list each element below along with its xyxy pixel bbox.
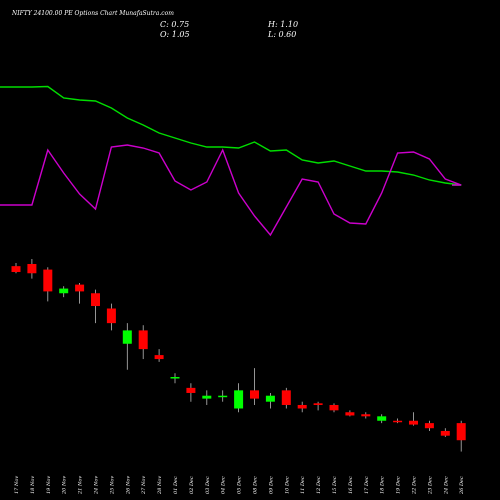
candle-down [345,412,355,416]
x-tick-label: 27 Nov [141,476,147,495]
candle-up [234,390,244,409]
candle-down [281,390,291,405]
candle-down [43,269,53,292]
candle-down [393,420,403,423]
candle-down [424,423,434,429]
x-tick-label: 01 Dec [173,476,179,494]
x-tick-label: 02 Dec [189,476,195,494]
x-tick-label: 28 Nov [157,476,163,495]
x-tick-label: 23 Dec [427,476,433,495]
x-tick-label: 20 Nov [62,476,68,495]
x-axis-ticks: 17 Nov 18 Nov 19 Nov 20 Nov 21 Nov 24 Nov 25 N… [14,476,465,495]
x-tick-label: 03 Dec [205,476,211,494]
candle-up [59,288,69,294]
x-tick-label: 19 Dec [396,476,402,494]
x-tick-label: 19 Nov [46,476,52,494]
candle-up [122,330,132,344]
purple-line-series [0,144,462,237]
green-line-series [0,85,462,186]
candle-down [138,330,148,350]
candle-down [154,355,164,360]
candle-down [456,423,466,441]
x-tick-label: 16 Dec [348,476,354,494]
x-tick-label: 25 Nov [109,476,115,495]
x-tick-label: 18 Dec [380,476,386,494]
x-tick-label: 11 Dec [300,476,306,494]
indicator-lines [0,85,462,237]
candle-up [202,395,212,399]
candle-down [75,284,85,292]
x-tick-label: 26 Nov [125,476,131,495]
x-tick-label: 18 Nov [30,476,36,494]
candle-down [27,263,37,274]
candle-up [265,395,275,402]
candle-up [170,377,180,379]
x-tick-label: 17 Nov [14,476,20,494]
x-tick-label: 10 Dec [284,476,290,494]
candle-down [361,414,371,417]
candle-down [329,404,339,411]
x-tick-label: 15 Dec [332,476,338,494]
x-tick-label: 21 Nov [78,476,84,495]
candle-down [297,404,307,409]
x-tick-label: 04 Dec [221,476,227,494]
x-tick-label: 17 Dec [364,476,370,494]
x-tick-label: 12 Dec [316,476,322,494]
candle-up [377,416,387,421]
candlestick-series [11,258,466,452]
candle-down [186,387,196,393]
x-tick-label: 05 Dec [237,476,243,494]
low-value: L: 0.60 [267,30,296,39]
x-tick-label: 22 Dec [412,476,418,495]
close-value: C: 0.75 [160,20,189,29]
candle-down [11,266,21,273]
candle-down [313,403,323,405]
x-tick-label: 24 Dec [443,476,449,495]
candle-down [440,430,450,436]
high-value: H: 1.10 [267,20,298,29]
x-tick-label: 08 Dec [253,476,259,494]
chart-title: NIFTY 24100.00 PE Options Chart MunafaSu… [11,10,174,17]
x-tick-label: 26 Dec [459,476,465,495]
candle-down [91,293,100,307]
x-tick-label: 24 Nov [94,476,100,495]
x-tick-label: 09 Dec [268,476,274,494]
candle-up [218,395,228,398]
open-value: O: 1.05 [160,30,190,39]
candle-down [106,308,116,324]
candle-down [250,390,259,399]
candle-down [409,420,418,425]
